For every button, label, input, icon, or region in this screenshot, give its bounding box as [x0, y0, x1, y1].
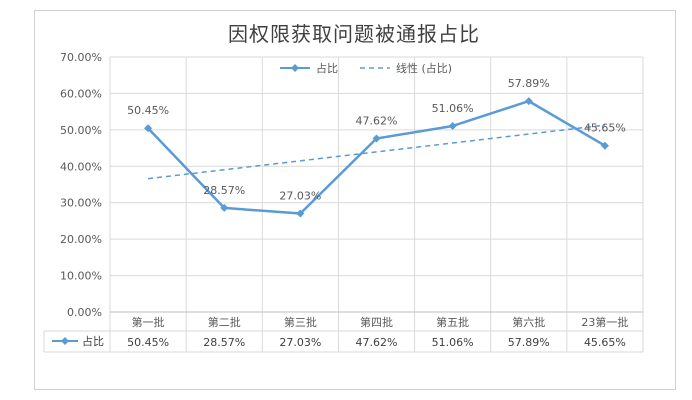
table-cell: 50.45% — [127, 336, 169, 349]
table-cell: 51.06% — [432, 336, 474, 349]
x-tick-label: 第三批 — [284, 315, 317, 329]
y-tick-label: 50.00% — [60, 124, 102, 137]
legend-series-label: 占比 — [316, 61, 338, 75]
data-point — [372, 134, 381, 143]
data-labels: 50.45% 28.57% 27.03% 47.62% 51.06% 57.89% 45.6… — [127, 77, 626, 202]
y-axis: 0.00% 10.00% 20.00% 30.00% 40.00% 50.00% 60.00… — [60, 51, 102, 319]
data-label: 27.03% — [279, 190, 321, 203]
x-tick-label: 第五批 — [436, 315, 469, 329]
data-point — [600, 141, 609, 150]
table-cell: 27.03% — [279, 336, 321, 349]
legend: 占比 线性 (占比) — [280, 61, 452, 75]
data-point — [524, 97, 533, 106]
table-cell: 47.62% — [356, 336, 398, 349]
legend-series-marker — [291, 64, 299, 72]
data-label: 47.62% — [356, 115, 398, 128]
data-label: 28.57% — [203, 184, 245, 197]
y-tick-label: 70.00% — [60, 51, 102, 64]
y-tick-label: 10.00% — [60, 270, 102, 283]
y-tick-label: 0.00% — [67, 306, 102, 319]
table-cell: 45.65% — [584, 336, 626, 349]
series-layer — [144, 97, 609, 218]
trendline — [147, 124, 606, 180]
y-tick-label: 20.00% — [60, 233, 102, 246]
y-tick-label: 40.00% — [60, 160, 102, 173]
data-label: 50.45% — [127, 104, 169, 117]
trendline-layer — [147, 124, 606, 180]
x-tick-label: 第二批 — [208, 315, 241, 329]
legend-trend-label: 线性 (占比) — [396, 61, 452, 75]
data-point — [448, 121, 457, 130]
data-label: 45.65% — [584, 122, 626, 135]
y-tick-label: 60.00% — [60, 87, 102, 100]
table-series-name: 占比 — [82, 334, 104, 348]
grid-lines — [109, 56, 644, 352]
data-point — [296, 209, 305, 218]
data-point — [220, 203, 229, 212]
data-label: 51.06% — [432, 102, 474, 115]
x-tick-label: 第一批 — [132, 315, 165, 329]
data-label: 57.89% — [508, 77, 550, 90]
chart-frame — [34, 10, 676, 390]
data-point — [144, 124, 153, 133]
x-tick-label: 23第一批 — [581, 315, 628, 329]
data-table: 第一批 第二批 第三批 第四批 第五批 第六批 23第一批 50.45% 28.57% 27.03… — [43, 311, 643, 353]
chart-title: 因权限获取问题被通报占比 — [228, 22, 480, 46]
x-tick-label: 第四批 — [360, 315, 393, 329]
y-tick-label: 30.00% — [60, 197, 102, 210]
table-legend-marker — [61, 337, 69, 345]
x-tick-label: 第六批 — [512, 315, 545, 329]
table-cell: 28.57% — [203, 336, 245, 349]
table-cell: 57.89% — [508, 336, 550, 349]
